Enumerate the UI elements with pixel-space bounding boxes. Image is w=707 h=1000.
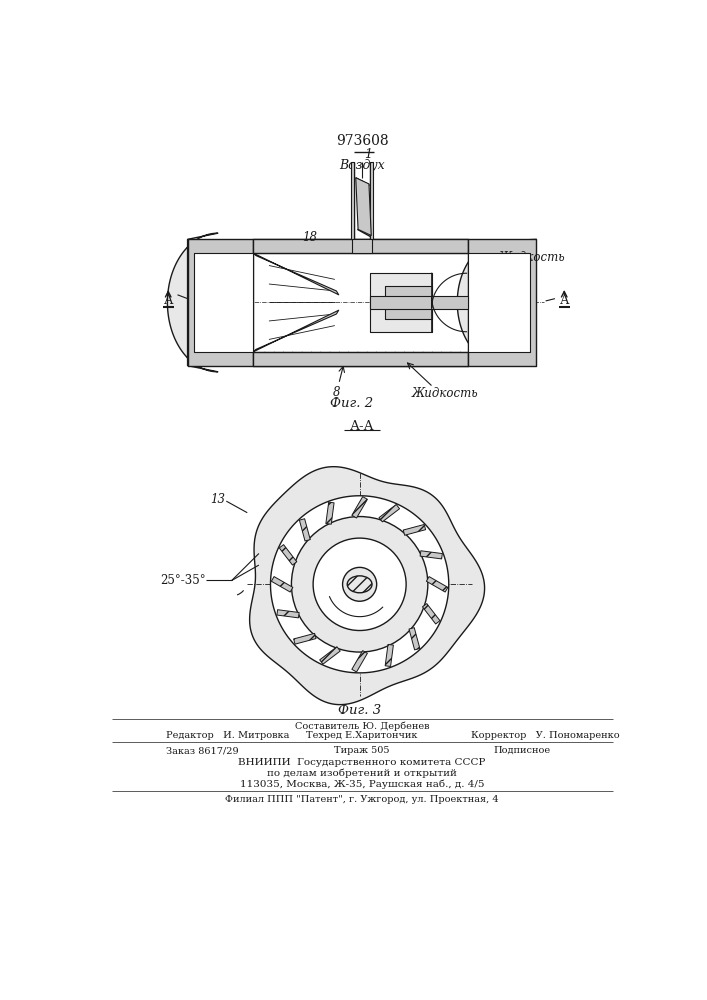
Text: Подписное: Подписное: [493, 746, 551, 755]
Text: 973608: 973608: [336, 134, 388, 148]
Text: Филиал ППП "Патент", г. Ужгород, ул. Проектная, 4: Филиал ППП "Патент", г. Ужгород, ул. Про…: [225, 795, 498, 804]
Polygon shape: [420, 551, 443, 559]
Polygon shape: [403, 524, 426, 535]
Polygon shape: [326, 502, 334, 524]
Text: А-А: А-А: [350, 420, 374, 433]
Circle shape: [313, 538, 406, 631]
Polygon shape: [253, 253, 339, 295]
Polygon shape: [423, 604, 440, 624]
Polygon shape: [253, 352, 468, 366]
Polygon shape: [279, 545, 297, 565]
Polygon shape: [468, 239, 537, 366]
Ellipse shape: [347, 576, 372, 593]
Polygon shape: [370, 273, 432, 332]
Polygon shape: [356, 178, 371, 235]
Polygon shape: [426, 577, 448, 592]
Text: Тираж 505: Тираж 505: [334, 746, 390, 755]
Polygon shape: [352, 497, 368, 518]
Text: 18: 18: [302, 231, 317, 244]
Polygon shape: [168, 233, 218, 372]
Circle shape: [291, 517, 428, 652]
Polygon shape: [271, 496, 449, 673]
Polygon shape: [194, 253, 253, 352]
Text: 1: 1: [364, 148, 373, 161]
Polygon shape: [187, 239, 253, 366]
Text: 25°-35°: 25°-35°: [160, 574, 206, 587]
Polygon shape: [457, 239, 537, 366]
Polygon shape: [409, 628, 420, 650]
Text: А: А: [163, 294, 173, 307]
Polygon shape: [271, 577, 293, 592]
Polygon shape: [293, 633, 316, 644]
Text: Жидкость: Жидкость: [499, 251, 566, 264]
Polygon shape: [370, 162, 373, 239]
Text: Воздух: Воздух: [339, 158, 385, 172]
Polygon shape: [468, 253, 530, 352]
Text: Корректор   У. Пономаренко: Корректор У. Пономаренко: [472, 731, 620, 740]
Text: Заказ 8617/29: Заказ 8617/29: [166, 746, 238, 755]
Polygon shape: [351, 162, 354, 239]
Text: А: А: [559, 294, 569, 307]
Polygon shape: [299, 519, 310, 541]
Text: 13: 13: [210, 493, 225, 506]
Text: Техред Е.Харитончик: Техред Е.Харитончик: [306, 731, 418, 740]
Polygon shape: [320, 647, 340, 664]
Text: 113035, Москва, Ж-35, Раушская наб., д. 4/5: 113035, Москва, Ж-35, Раушская наб., д. …: [240, 779, 484, 789]
Circle shape: [343, 567, 377, 601]
Polygon shape: [352, 651, 368, 672]
Polygon shape: [370, 296, 468, 309]
Text: по делам изобретений и открытий: по делам изобретений и открытий: [267, 768, 457, 778]
Polygon shape: [385, 286, 432, 319]
Polygon shape: [253, 239, 468, 253]
Text: Редактор   И. Митровка: Редактор И. Митровка: [166, 731, 289, 740]
Polygon shape: [352, 239, 372, 253]
Text: Фиг. 3: Фиг. 3: [338, 704, 381, 717]
Text: ВНИИПИ  Государственного комитета СССР: ВНИИПИ Государственного комитета СССР: [238, 758, 486, 767]
Text: 8: 8: [332, 386, 340, 399]
Text: Жидкость: Жидкость: [411, 387, 478, 400]
Text: Фиг. 2: Фиг. 2: [330, 397, 373, 410]
Polygon shape: [253, 310, 339, 352]
Polygon shape: [277, 610, 299, 618]
Polygon shape: [385, 644, 393, 666]
Polygon shape: [379, 504, 399, 522]
Polygon shape: [250, 467, 484, 705]
Text: Составитель Ю. Дербенев: Составитель Ю. Дербенев: [295, 721, 429, 731]
